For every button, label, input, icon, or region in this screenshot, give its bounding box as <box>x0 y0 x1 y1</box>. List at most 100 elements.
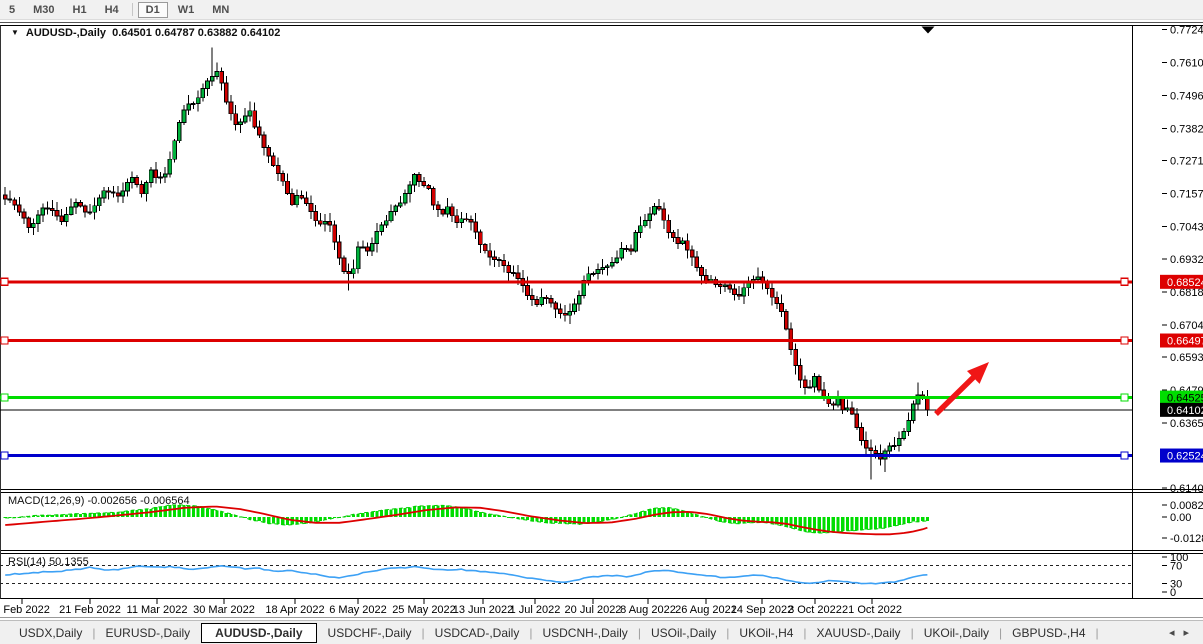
symbol-tab-usdchf-daily[interactable]: USDCHF-,Daily <box>327 625 412 640</box>
price-badge <box>1160 274 1203 289</box>
symbol-tab-usdx-daily[interactable]: USDX,Daily <box>19 625 83 640</box>
tab-separator: | <box>999 625 1003 640</box>
price-badge-label: 0.66497 <box>1167 336 1203 348</box>
date-tick-label: 3 Oct 2022 <box>788 604 842 616</box>
price-badge <box>1160 333 1203 348</box>
macd-name: MACD(12,26,9) <box>8 495 85 507</box>
symbol-tab-usoil-daily[interactable]: USOil-,Daily <box>650 625 717 640</box>
hline-handle[interactable] <box>1120 393 1129 402</box>
timeframe-button-w1[interactable]: W1 <box>177 3 195 16</box>
macd-tick-label: 0.00823 <box>1170 500 1203 512</box>
date-tick-label: 14 Sep 2022 <box>731 604 793 616</box>
date-tick-label: 11 Mar 2022 <box>127 604 188 616</box>
tab-separator: | <box>92 625 96 640</box>
date-tick-label: 6 May 2022 <box>329 604 386 616</box>
tab-scroll-left-icon[interactable]: ◂ <box>1168 627 1175 639</box>
price-badge-label: 0.62524 <box>1167 451 1203 463</box>
symbol-tab-eurusd-daily[interactable]: EURUSD-,Daily <box>105 625 191 640</box>
date-tick-label: 8 Aug 2022 <box>620 604 676 616</box>
symbol-tabbar: USDX,Daily | EURUSD-,Daily AUDUSD-,Daily USD… <box>0 620 1203 644</box>
hline-handle[interactable] <box>0 277 9 286</box>
date-tick-label: 20 Jul 2022 <box>565 604 622 616</box>
horizontal-line-objects[interactable] <box>0 277 1132 460</box>
hline-handle[interactable] <box>1120 277 1129 286</box>
macd-main-value: -0.002656 <box>87 495 138 507</box>
timeframe-button-h1[interactable]: H1 <box>72 3 87 16</box>
symbol-tab-ukoil-h4[interactable]: UKOil-,H4 <box>739 625 794 640</box>
date-tick-label: 13 Jun 2022 <box>453 604 514 616</box>
timeframe-button-h4[interactable]: H4 <box>104 3 119 16</box>
hline-handle[interactable] <box>1120 451 1129 460</box>
timeframe-button-m30[interactable]: M30 <box>33 3 55 16</box>
date-tick-label: 21 Feb 2022 <box>59 604 121 616</box>
symbol-tab-usdcad-daily[interactable]: USDCAD-,Daily <box>434 625 520 640</box>
rsi-tick-label: 30 <box>1170 578 1182 590</box>
rsi-value: 50.1355 <box>48 556 89 568</box>
date-tick-label: 25 May 2022 <box>392 604 456 616</box>
last-bar-marker-icon <box>921 26 935 34</box>
timeframe-button-d1[interactable]: D1 <box>137 1 168 18</box>
trend-arrow-annotation[interactable] <box>934 362 989 416</box>
hline-handle[interactable] <box>0 336 9 345</box>
price-badge-label: 0.64102 <box>1167 405 1203 417</box>
chart-frame <box>0 22 1203 618</box>
date-tick-label: 30 Mar 2022 <box>193 604 255 616</box>
date-tick-label: 1 Jul 2022 <box>510 604 561 616</box>
rsi-name: RSI(14) <box>8 556 46 568</box>
tab-scroll-right-icon[interactable]: ▸ <box>1183 627 1189 639</box>
hline-handle[interactable] <box>0 393 9 402</box>
symbol-tab-usdcnh-daily[interactable]: USDCNH-,Daily <box>542 625 628 640</box>
price-badge <box>1160 390 1203 405</box>
rsi-tick-label: 70 <box>1170 561 1182 573</box>
ohlc-open: 0.64501 <box>112 27 152 39</box>
price-badge <box>1160 402 1203 417</box>
toolbar-separator <box>131 3 133 16</box>
symbol-tab-ukoil-daily[interactable]: UKOil-,Daily <box>923 625 990 640</box>
macd-indicator <box>3 504 929 536</box>
symbol-tab-audusd-daily[interactable]: AUDUSD-,Daily <box>201 622 317 643</box>
timeframe-button-mn[interactable]: MN <box>212 3 230 16</box>
rsi-tick-label: 100 <box>1170 552 1188 564</box>
hline-handle[interactable] <box>0 451 9 460</box>
ohlc-low: 0.63882 <box>197 27 238 39</box>
macd-indicator-label: MACD(12,26,9) -0.002656 -0.006564 <box>8 495 190 507</box>
symbol-name: AUDUSD-,Daily <box>25 27 106 39</box>
symbol-tab-xauusd-daily[interactable]: XAUUSD-,Daily <box>816 625 901 640</box>
hline-handle[interactable] <box>1120 336 1129 345</box>
rsi-indicator <box>0 564 1132 585</box>
symbol-tab-gbpusd-h4[interactable]: GBPUSD-,H4 <box>1012 625 1086 640</box>
macd-signal-value: -0.006564 <box>140 495 190 507</box>
tab-separator: | <box>1095 625 1099 640</box>
candlestick-series <box>2 47 930 480</box>
price-badge <box>1160 448 1203 463</box>
tab-separator: | <box>726 625 730 640</box>
date-tick-label: 2 Feb 2022 <box>0 604 50 616</box>
date-tick-label: 18 Apr 2022 <box>265 604 324 616</box>
symbol-dropdown-icon[interactable]: ▼ <box>11 28 19 37</box>
macd-signal-line <box>5 505 928 536</box>
ohlc-close: 0.64102 <box>240 27 281 39</box>
date-axis: 2 Feb 2022 21 Feb 2022 11 Mar 2022 30 Mar 2… <box>0 598 902 616</box>
rsi-tick-label: 0 <box>1170 587 1176 599</box>
price-badge-label: 0.64525 <box>1167 393 1203 405</box>
macd-main-line <box>5 504 928 534</box>
timeframe-button-5[interactable]: 5 <box>9 3 16 16</box>
tab-scroll-nav: ◂ ▸ <box>1169 626 1203 639</box>
ohlc-high: 0.64787 <box>154 27 195 39</box>
